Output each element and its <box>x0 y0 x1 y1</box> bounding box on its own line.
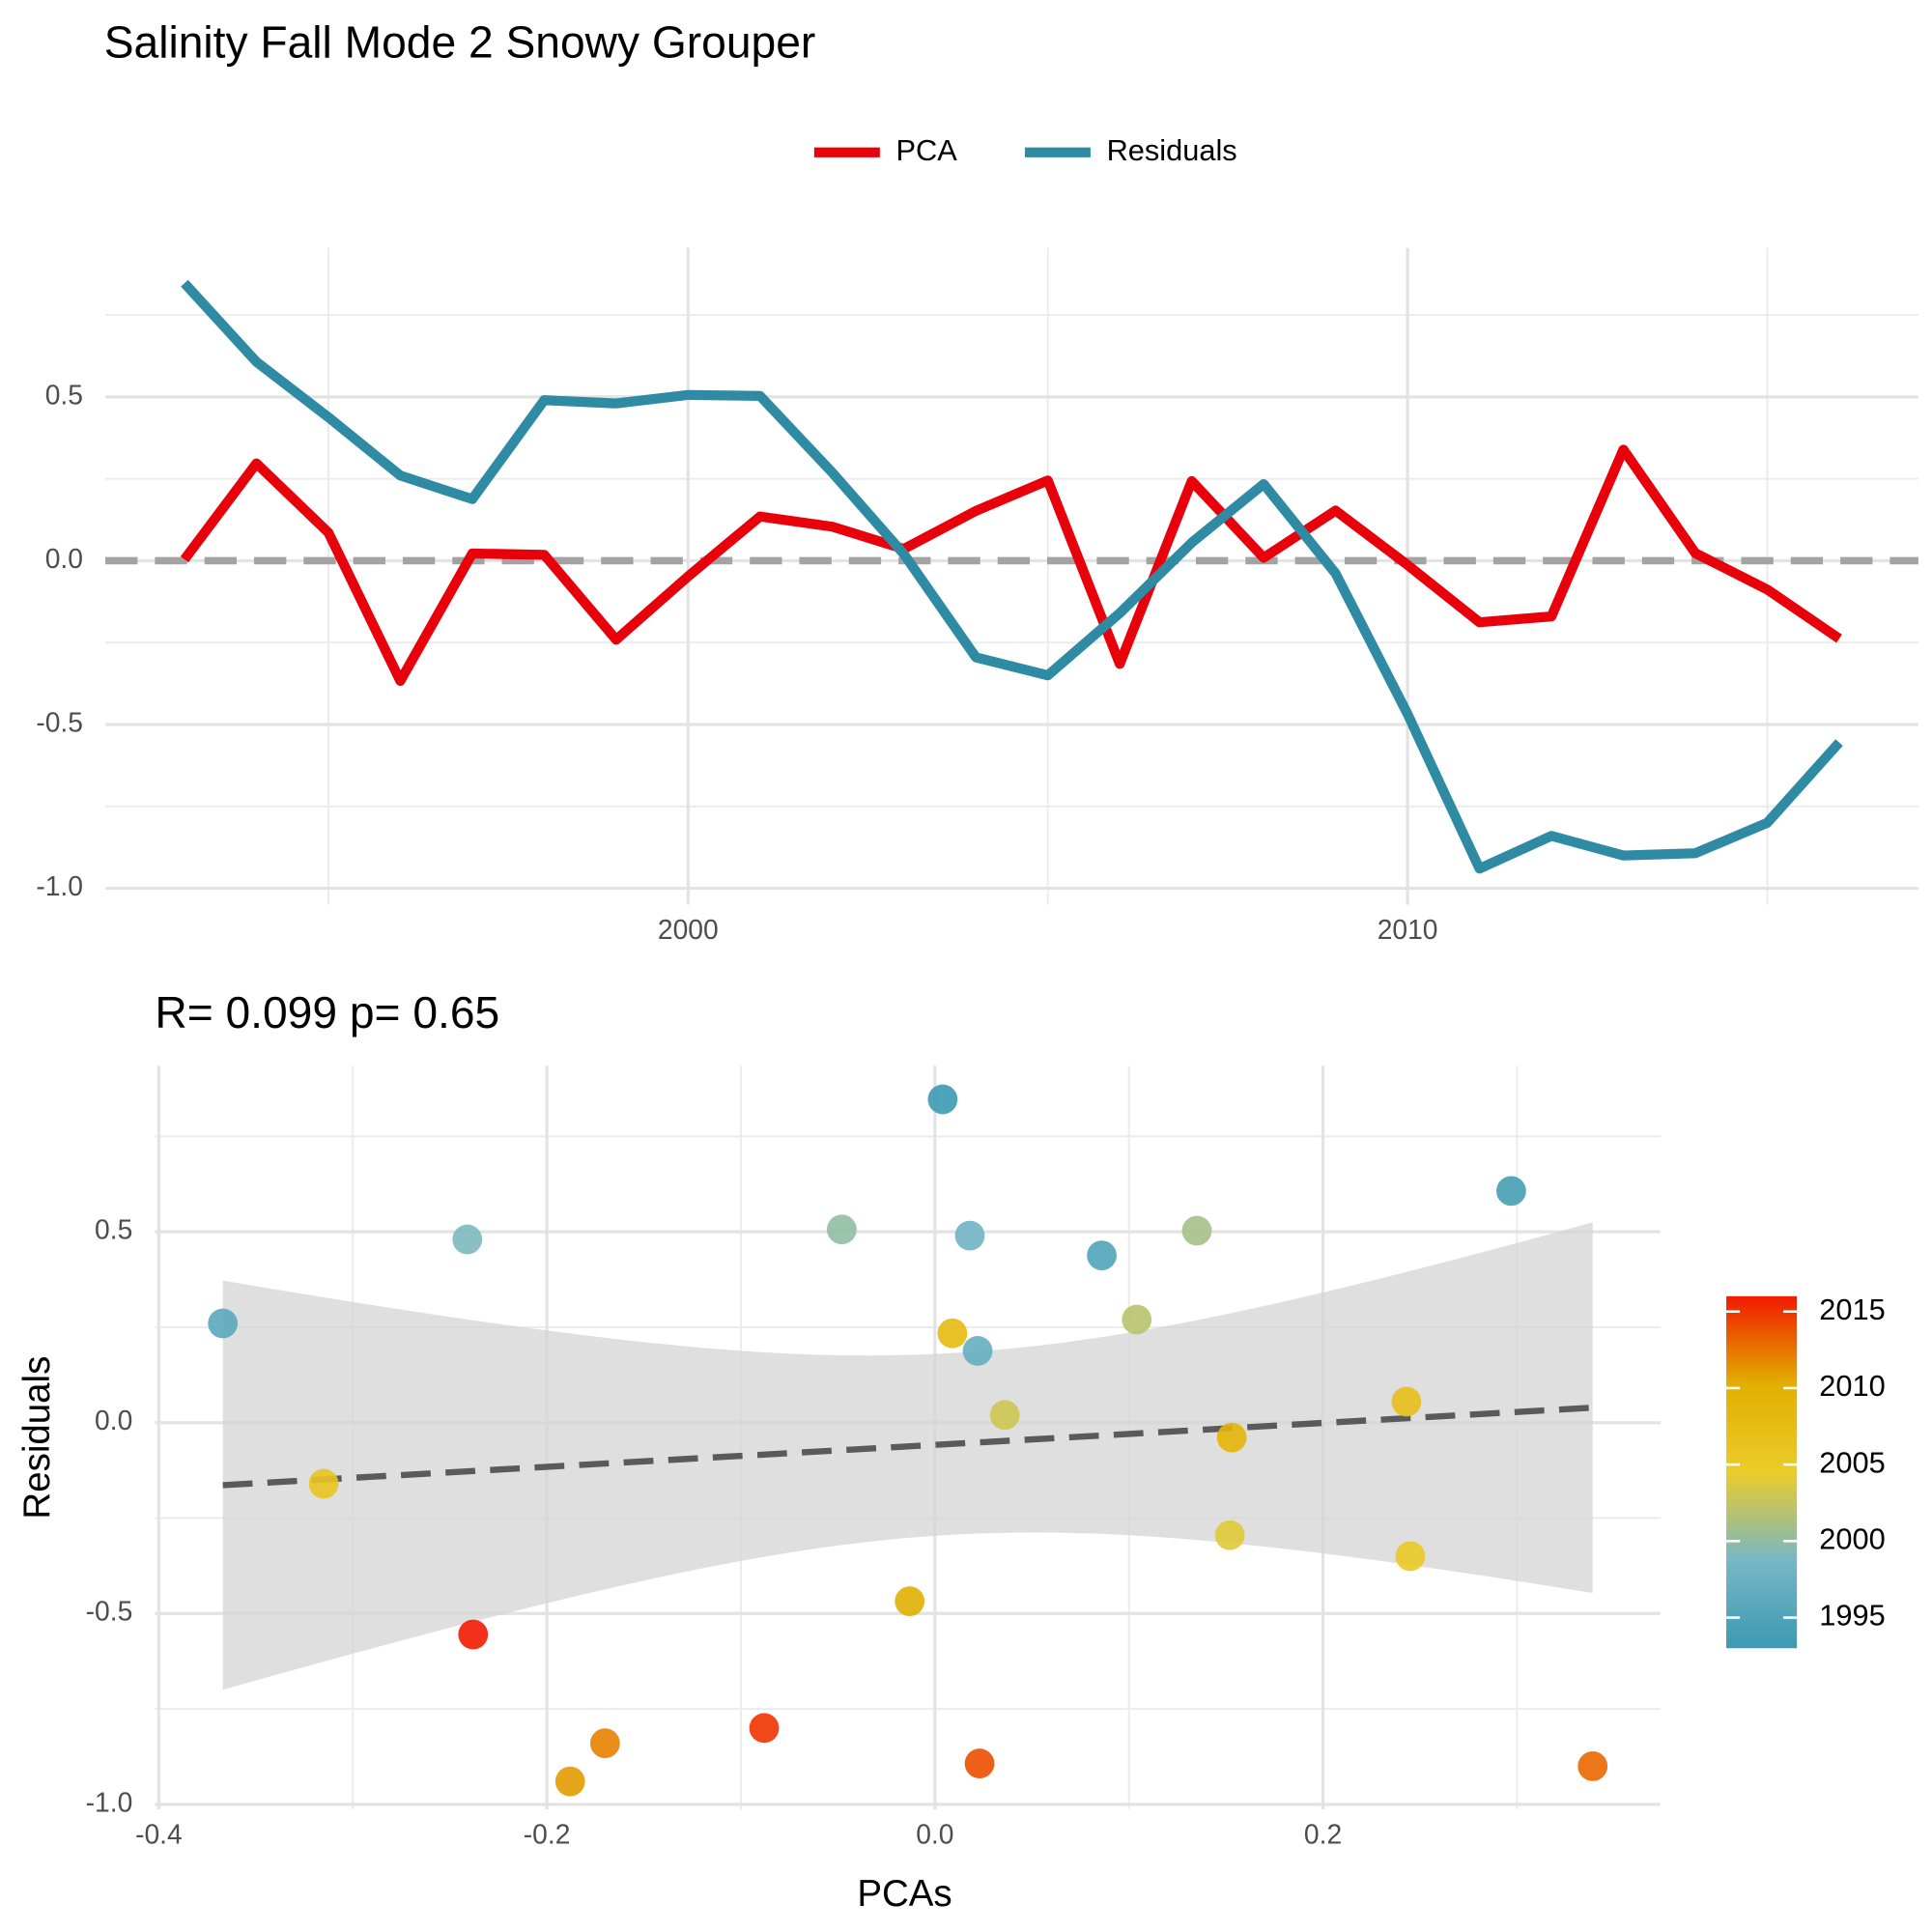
x-tick-label: 0.2 <box>1304 1819 1342 1850</box>
x-tick-label: 2000 <box>658 914 719 945</box>
scatter-point <box>962 1336 993 1366</box>
scatter-point <box>1214 1520 1245 1550</box>
scatter-point <box>1395 1541 1426 1572</box>
scatter-point <box>1122 1304 1152 1335</box>
scatter-point <box>308 1468 339 1499</box>
scatter-point <box>937 1318 968 1349</box>
y-tick-label: -0.5 <box>36 706 83 737</box>
legend-label: Residuals <box>1107 133 1237 167</box>
y-tick-label: 0.0 <box>45 543 83 574</box>
scatter-point <box>589 1728 620 1759</box>
scatter-point <box>927 1084 958 1115</box>
x-tick-label: -0.4 <box>135 1819 183 1850</box>
y-tick-label: 0.5 <box>45 379 83 410</box>
line-series <box>181 279 1843 874</box>
scatter-point <box>1087 1240 1117 1271</box>
x-tick-label: 0.0 <box>916 1819 953 1850</box>
scatter-point <box>208 1308 239 1339</box>
scatter-point <box>827 1214 857 1245</box>
scatter-point <box>554 1766 585 1797</box>
colorbar-label: 2010 <box>1819 1369 1885 1403</box>
confidence-band <box>222 1222 1593 1690</box>
colorbar <box>1726 1295 1798 1649</box>
scatter-point <box>1391 1386 1422 1417</box>
x-axis-label: PCAs <box>857 1873 952 1915</box>
scatter-point <box>749 1713 780 1744</box>
colorbar-label: 2005 <box>1819 1445 1885 1479</box>
scatter-point <box>1181 1215 1212 1246</box>
line-series <box>180 444 1842 687</box>
scatter-point <box>452 1224 483 1255</box>
y-tick-label: 0.5 <box>95 1214 132 1245</box>
scatter-point <box>895 1586 925 1617</box>
fit-line <box>222 1405 1593 1489</box>
scatter-point <box>1216 1422 1247 1453</box>
chart-title: Salinity Fall Mode 2 Snowy Grouper <box>104 17 816 68</box>
y-axis-label: Residuals <box>16 1356 58 1520</box>
chart-title: R= 0.099 p= 0.65 <box>155 987 499 1037</box>
colorbar-label: 1995 <box>1819 1599 1885 1633</box>
scatter-point <box>964 1748 995 1778</box>
y-tick-label: -1.0 <box>86 1786 133 1817</box>
x-tick-label: -0.2 <box>524 1819 571 1850</box>
scatter-point <box>954 1220 985 1251</box>
scatter-point <box>1495 1176 1526 1207</box>
y-tick-label: -0.5 <box>86 1596 133 1627</box>
colorbar-label: 2000 <box>1819 1521 1885 1555</box>
scatter-point <box>989 1400 1020 1431</box>
y-tick-label: 0.0 <box>95 1405 132 1435</box>
scatter-point <box>458 1619 489 1650</box>
x-tick-label: 2010 <box>1378 914 1438 945</box>
colorbar-label: 2015 <box>1819 1293 1885 1326</box>
scatter-point <box>1577 1750 1608 1781</box>
y-tick-label: -1.0 <box>36 870 83 901</box>
legend-label: PCA <box>896 133 958 167</box>
